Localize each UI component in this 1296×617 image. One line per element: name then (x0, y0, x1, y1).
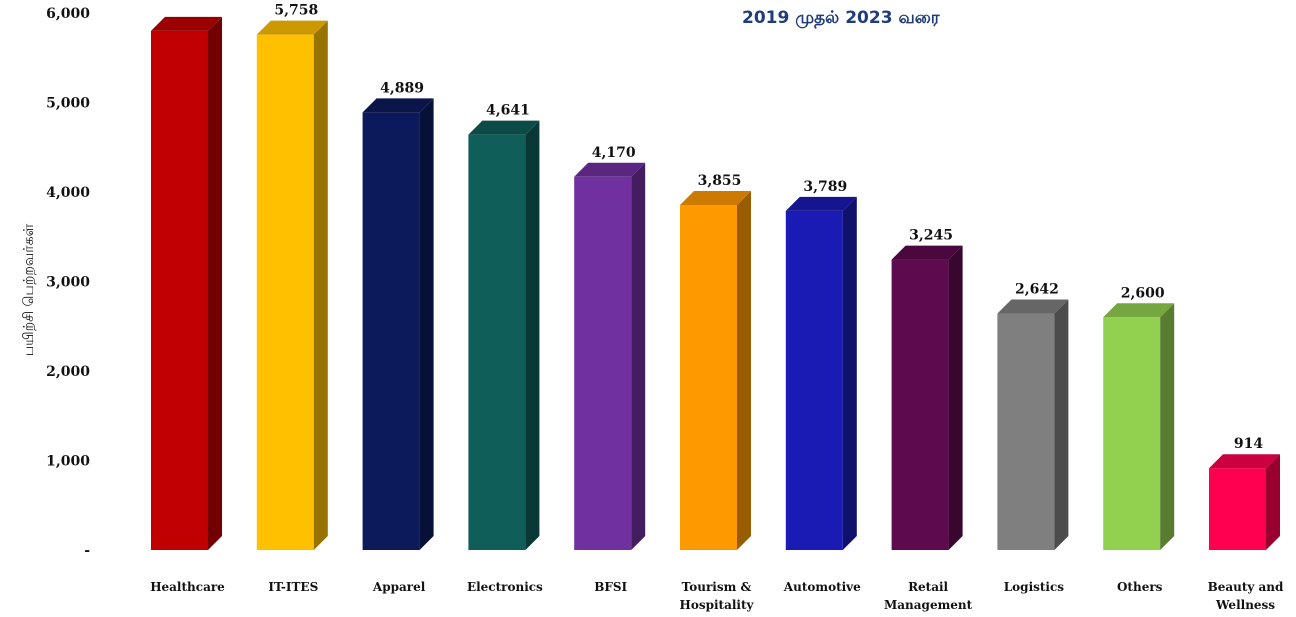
bar-top (1103, 303, 1175, 318)
bar (574, 176, 632, 550)
chart-subtitle: 2019 முதல் 2023 வரை (742, 8, 940, 28)
bar-side (737, 190, 751, 551)
data-label: 4,641 (486, 103, 530, 119)
bar (1103, 317, 1161, 550)
x-tick-label: Hospitality (680, 598, 755, 612)
bar-side (1054, 299, 1069, 550)
x-tick-label: IT-ITES (268, 580, 318, 594)
bar-top (151, 16, 222, 31)
x-tick-label: Tourism & (682, 580, 752, 594)
bar (997, 313, 1055, 550)
y-tick-label: 2,000 (46, 364, 90, 380)
bar-side (313, 20, 328, 551)
bar-top (785, 196, 857, 211)
bar-side (1160, 303, 1175, 550)
x-tick-label: Wellness (1215, 598, 1275, 612)
bar-top (1209, 454, 1280, 469)
x-tick-label: Beauty and (1208, 580, 1284, 594)
y-tick-label: 5,000 (46, 96, 90, 112)
bar (468, 134, 526, 550)
x-tick-label: Management (884, 598, 973, 612)
x-tick-label: Retail (908, 580, 948, 594)
bar (891, 259, 949, 550)
bar-side (948, 245, 963, 550)
x-tick-label: Others (1117, 580, 1163, 594)
bar (362, 112, 420, 550)
data-label: 2,600 (1121, 285, 1165, 301)
x-tick-label: Apparel (372, 580, 426, 594)
data-label: 3,245 (909, 228, 953, 244)
data-label: 2,642 (1015, 282, 1059, 298)
bar-side (1266, 454, 1280, 550)
data-label: 4,889 (380, 80, 424, 96)
bar-top (891, 245, 963, 260)
y-tick-label: 3,000 (46, 275, 90, 291)
x-tick-label: Healthcare (150, 580, 225, 594)
bar-top (468, 120, 540, 135)
bar-side (525, 120, 540, 551)
bar (785, 210, 843, 550)
x-tick-label: BFSI (594, 580, 627, 594)
bar (151, 30, 208, 550)
y-tick-label: 1,000 (46, 454, 90, 470)
data-label: 4,170 (592, 145, 636, 161)
y-tick-label: - (84, 543, 90, 559)
bar-top (997, 299, 1069, 314)
bar-top (256, 20, 328, 35)
y-tick-label: 6,000 (46, 6, 90, 22)
bar (256, 34, 314, 551)
bar-side (842, 196, 857, 550)
bar-side (419, 98, 434, 550)
data-label: 914 (1234, 436, 1263, 452)
y-tick-label: 4,000 (46, 185, 90, 201)
x-tick-label: Automotive (783, 580, 861, 594)
data-label: 3,855 (698, 173, 742, 189)
bar-top (574, 162, 646, 177)
bar (1209, 468, 1266, 550)
data-label: 3,789 (803, 179, 847, 195)
bar-side (208, 16, 222, 550)
bar (680, 204, 737, 551)
data-label: 5,758 (274, 3, 318, 19)
x-tick-label: Electronics (467, 580, 543, 594)
bar-top (680, 190, 751, 205)
x-tick-label: Logistics (1004, 580, 1065, 594)
bar-top (362, 98, 434, 113)
bar-side (631, 162, 646, 550)
